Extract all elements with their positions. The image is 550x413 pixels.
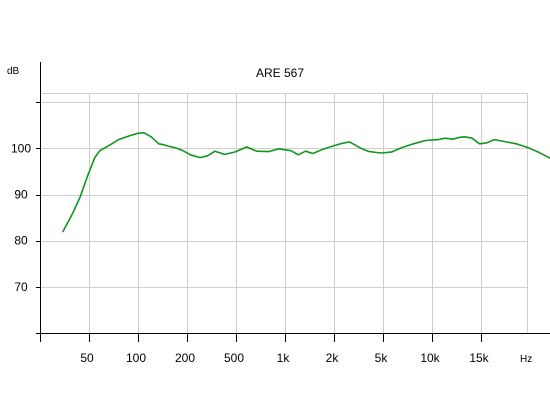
x-tick-label: 5k xyxy=(375,351,389,365)
y-tick-labels: 100 90 80 70 xyxy=(11,141,31,293)
series-layer xyxy=(62,131,550,233)
y-tick-label: 90 xyxy=(14,188,28,202)
x-tick-label: 1k xyxy=(277,351,291,365)
x-tick-label: 15k xyxy=(469,351,489,365)
x-tick-label: 200 xyxy=(175,351,195,365)
response-curve xyxy=(62,131,550,233)
y-tick-label: 70 xyxy=(14,280,28,294)
y-tick-label: 80 xyxy=(14,234,28,248)
x-tick-label: 10k xyxy=(420,351,440,365)
chart-title: ARE 567 xyxy=(256,66,304,80)
axes xyxy=(36,62,550,342)
x-tick-label: 50 xyxy=(80,351,94,365)
y-tick-label: 100 xyxy=(11,141,31,155)
y-axis-unit-label: dB xyxy=(7,66,20,77)
x-tick-label: 2k xyxy=(326,351,340,365)
x-axis-unit-label: Hz xyxy=(520,354,532,365)
x-tick-label: 100 xyxy=(126,351,146,365)
x-tick-labels: 50 100 200 500 1k 2k 5k 10k 15k xyxy=(80,351,489,365)
grid xyxy=(40,93,528,333)
x-tick-label: 500 xyxy=(224,351,244,365)
